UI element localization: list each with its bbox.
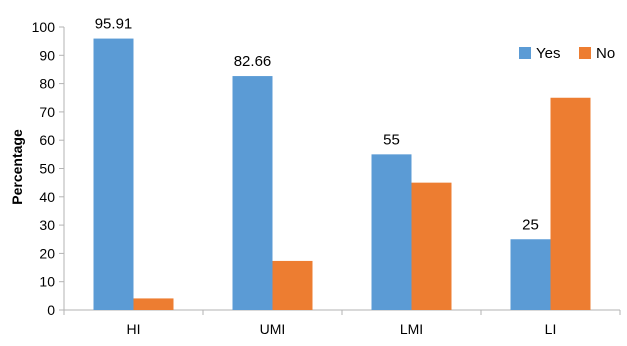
y-tick-label: 0	[47, 302, 55, 318]
bar-no	[411, 182, 452, 310]
x-tick-label: UMI	[260, 321, 286, 337]
legend-label: Yes	[536, 45, 560, 62]
legend-swatch	[519, 47, 531, 59]
y-tick-label: 40	[39, 189, 55, 205]
x-tick-label: HI	[127, 321, 141, 337]
y-tick-label: 90	[39, 47, 55, 63]
data-labels: 95.91 82.66 55 25	[95, 16, 539, 234]
legend: Yes No	[519, 45, 615, 62]
data-label: 25	[522, 216, 539, 233]
y-tick-label: 70	[39, 104, 55, 120]
data-label: 95.91	[95, 16, 133, 33]
y-tick-label: 60	[39, 132, 55, 148]
data-label: 55	[383, 131, 400, 148]
y-tick-label: 80	[39, 76, 55, 92]
bar-no	[550, 97, 591, 310]
x-tick-label: LI	[545, 321, 557, 337]
y-tick-label: 10	[39, 274, 55, 290]
x-tick-label: LMI	[400, 321, 423, 337]
bar-yes	[510, 239, 551, 310]
y-tick-label: 30	[39, 217, 55, 233]
bar-no	[133, 298, 174, 310]
y-tick-label: 20	[39, 245, 55, 261]
y-tick-label: 100	[32, 19, 56, 35]
bars	[93, 38, 591, 310]
data-label: 82.66	[234, 53, 272, 70]
bar-no	[272, 260, 313, 310]
legend-swatch	[579, 47, 591, 59]
bar-yes	[232, 76, 273, 310]
axes: 0 10 20 30 40 50 60 70 80 90 100 HI UMI LMI LI	[32, 19, 621, 337]
y-axis-label: Percentage	[9, 129, 25, 205]
y-tick-label: 50	[39, 161, 55, 177]
bar-yes	[371, 154, 412, 310]
bar-yes	[93, 38, 134, 310]
legend-label: No	[596, 45, 615, 62]
